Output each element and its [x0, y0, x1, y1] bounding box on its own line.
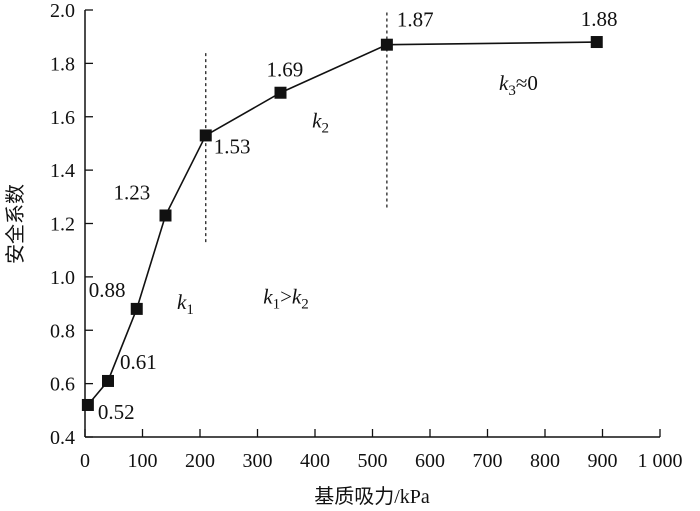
y-tick-label: 0.8 [50, 320, 75, 342]
x-tick-label: 400 [300, 450, 330, 472]
data-point [130, 302, 143, 315]
x-axis-label: 基质吸力/kPa [314, 485, 430, 508]
x-tick-label: 800 [530, 450, 560, 472]
annotation-k2: k2 [312, 108, 329, 136]
data-point [274, 86, 287, 99]
y-tick-label: 0.6 [50, 374, 75, 396]
data-label: 1.87 [397, 8, 434, 32]
x-tick-label: 200 [185, 450, 215, 472]
data-label: 1.69 [267, 58, 304, 82]
y-tick-label: 1.8 [50, 53, 75, 75]
x-tick-label: 500 [358, 450, 388, 472]
x-tick-label: 900 [588, 450, 618, 472]
data-point [199, 129, 212, 142]
x-tick-label: 300 [243, 450, 273, 472]
data-label: 0.61 [120, 350, 157, 374]
data-label: 0.88 [89, 278, 126, 302]
y-tick-label: 1.6 [50, 107, 75, 129]
x-tick-label: 600 [415, 450, 445, 472]
data-label: 0.52 [98, 400, 135, 424]
data-point [102, 374, 114, 387]
series-line [87, 41, 597, 406]
y-axis-label: 安全系数 [4, 184, 27, 264]
y-tick-label: 0.4 [50, 427, 75, 449]
data-point [81, 398, 94, 411]
y-tick-label: 2.0 [50, 0, 75, 22]
data-point [380, 38, 393, 51]
x-tick-label: 0 [80, 450, 90, 472]
y-tick-label: 1.4 [50, 160, 75, 182]
y-tick-label: 1.0 [50, 267, 75, 289]
x-tick-label: 700 [473, 450, 503, 472]
annotation-k3: k3≈0 [499, 71, 538, 99]
y-tick-label: 1.2 [50, 214, 75, 236]
data-point [159, 209, 172, 222]
x-tick-label: 1 000 [638, 450, 683, 472]
annotation-k1: k1 [177, 290, 194, 318]
data-label: 1.23 [114, 180, 151, 204]
data-label: 1.88 [581, 7, 618, 31]
x-tick-label: 100 [128, 450, 158, 472]
data-label: 1.53 [214, 134, 251, 158]
data-point [590, 36, 603, 49]
annotation-k1k2: k1>k2 [263, 285, 309, 313]
